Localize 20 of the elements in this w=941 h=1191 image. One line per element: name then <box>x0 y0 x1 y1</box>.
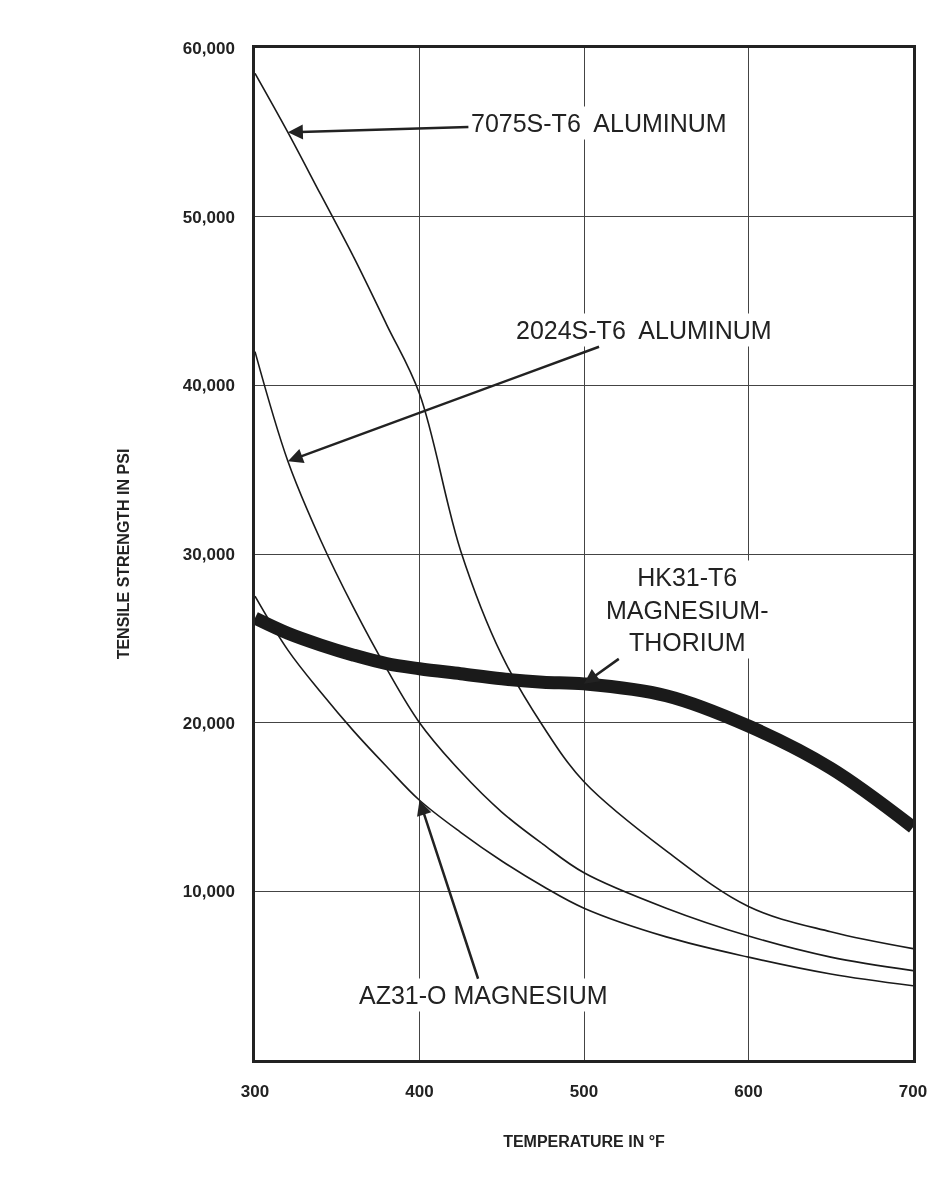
line-series <box>255 72 913 950</box>
annotation: HK31-T6 MAGNESIUM- THORIUM <box>606 563 769 656</box>
x-tick-label: 600 <box>734 1082 763 1102</box>
x-tick-label: 500 <box>569 1082 599 1102</box>
line-series <box>255 350 913 972</box>
annotation: AZ31-O MAGNESIUM <box>359 981 608 1009</box>
line-series <box>255 595 913 987</box>
x-tick-label: 400 <box>405 1082 434 1102</box>
x-tick-label: 700 <box>898 1082 928 1102</box>
y-tick-label: 10,000 <box>182 882 235 902</box>
x-axis-title: TEMPERATURE IN °F <box>503 1132 666 1150</box>
annotation: 2024S-T6 ALUMINUM <box>516 316 772 344</box>
y-axis-title: TENSILE STRENGTH IN PSI <box>114 448 132 660</box>
x-tick-label: 300 <box>240 1082 270 1102</box>
y-tick-label: 60,000 <box>182 38 235 58</box>
annotation: 7075S-T6 ALUMINUM <box>471 109 727 137</box>
y-tick-label: 50,000 <box>182 207 235 227</box>
y-tick-label: 30,000 <box>182 544 235 564</box>
y-tick-label: 20,000 <box>182 713 235 733</box>
y-tick-label: 40,000 <box>182 376 235 396</box>
